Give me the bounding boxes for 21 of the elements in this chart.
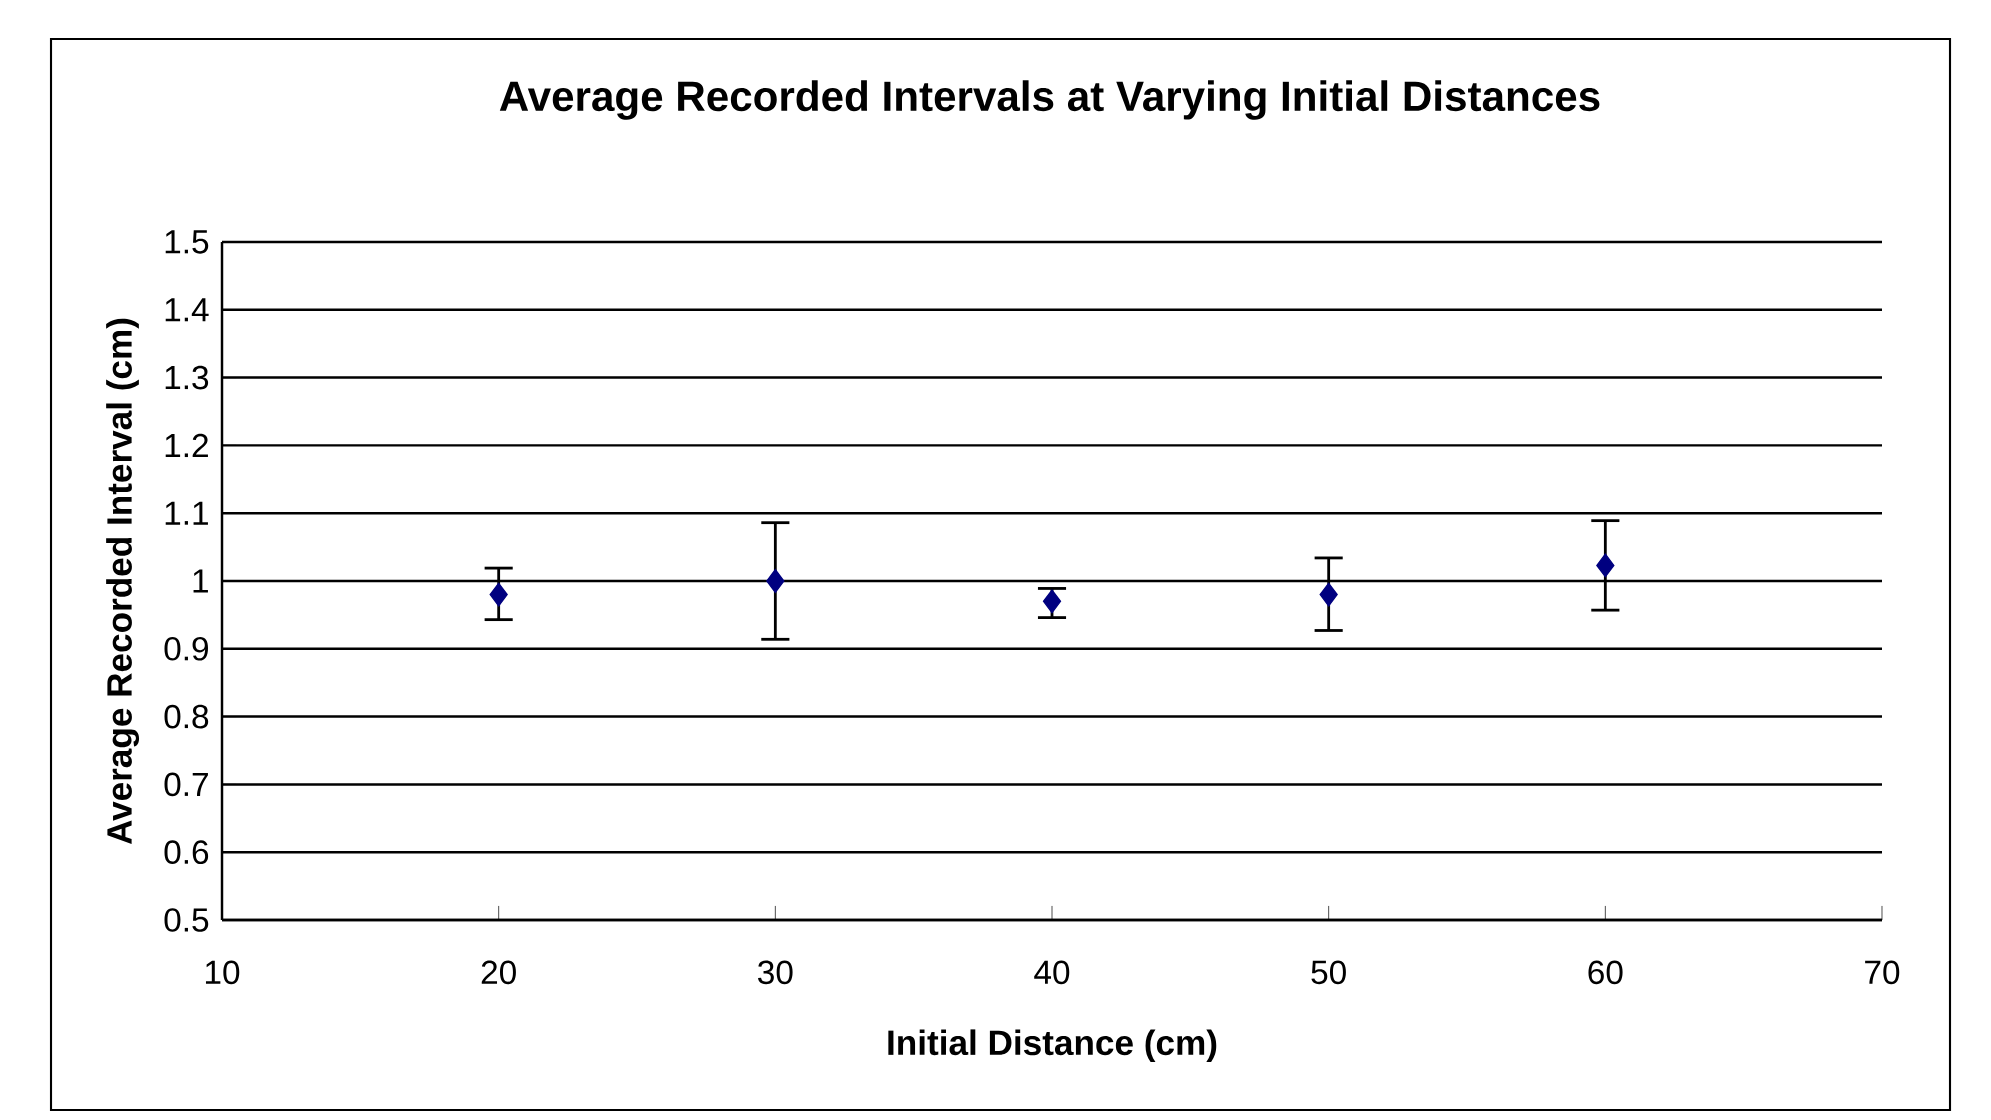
y-tick-label: 1 (193, 569, 208, 593)
x-tick-label: 50 (1311, 960, 1346, 985)
y-tick-label: 0.9 (164, 636, 208, 661)
y-axis-title: Average Recorded Interval (cm) (106, 318, 140, 845)
chart-title: Average Recorded Intervals at Varying Initial Distances (499, 80, 1600, 120)
y-tick-label: 1.5 (165, 230, 209, 254)
x-axis-title: Initial Distance (cm) (888, 1029, 1217, 1063)
y-tick-label: 0.7 (164, 772, 208, 797)
y-tick-label: 0.6 (164, 840, 209, 865)
y-tick-label: 1.4 (165, 298, 209, 322)
y-tick-label: 1.3 (165, 365, 209, 390)
y-tick-label: 0.5 (164, 908, 209, 932)
x-tick-label: 10 (205, 960, 240, 985)
x-tick-label: 30 (758, 960, 793, 985)
y-tick-label: 1.1 (165, 501, 208, 525)
y-tick-label: 0.8 (164, 704, 209, 729)
x-tick-label: 40 (1034, 960, 1070, 985)
y-tick-label: 1.2 (165, 433, 208, 458)
x-tick-label: 20 (481, 960, 516, 985)
x-tick-label: 60 (1588, 960, 1623, 985)
x-tick-label: 70 (1865, 960, 1900, 985)
